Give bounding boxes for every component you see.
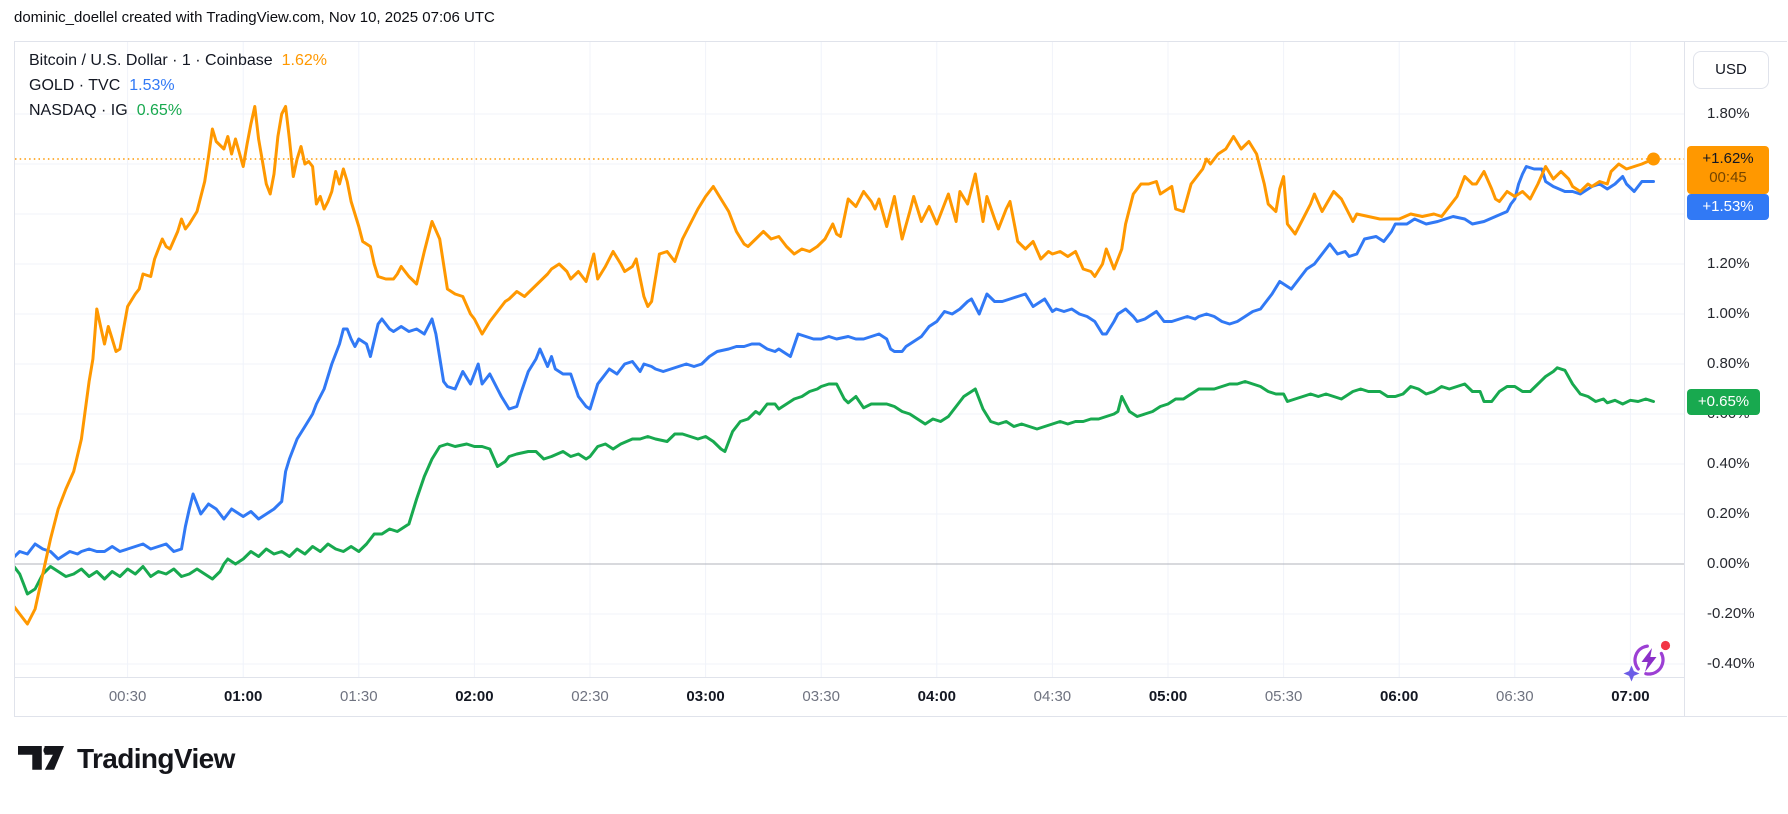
time-axis-separator [15,677,1684,678]
time-axis-tick: 03:00 [686,688,725,705]
price-axis-tick: 1.80% [1707,105,1750,122]
chart-legend: Bitcoin / U.S. Dollar · 1 · Coinbase 1.62… [29,48,327,123]
lightning-bolt-icon [1641,648,1657,672]
legend-symbol-nasdaq: NASDAQ · IG [29,102,128,119]
time-axis-tick: 03:30 [802,688,840,705]
gold-last-price-value: +1.53% [1702,198,1754,215]
price-axis-tick: 0.40% [1707,455,1750,472]
nasdaq-last-price-value: +0.65% [1697,392,1750,410]
sparkle-icon [1623,665,1640,682]
time-axis-tick: 01:00 [224,688,263,705]
chart-plot-svg[interactable] [15,42,1684,678]
legend-change-bitcoin: 1.62% [281,52,328,69]
price-axis-tick: 1.20% [1707,255,1750,272]
gold-last-price-badge: +1.53% [1687,194,1769,220]
time-axis-tick: 05:30 [1264,688,1303,705]
legend-change-nasdaq: 0.65% [136,102,183,119]
price-axis-tick: -0.40% [1707,655,1755,672]
tradingview-logo-mark [18,745,64,770]
brand-footer: TradingView [18,743,235,775]
bar-countdown-timer: 00:45 [1709,169,1747,186]
legend-symbol-bitcoin: Bitcoin / U.S. Dollar · 1 · Coinbase [29,52,273,69]
price-axis-tick: 1.00% [1707,305,1750,322]
time-axis-tick: 06:30 [1496,688,1534,705]
chart-panel: Bitcoin / U.S. Dollar · 1 · Coinbase 1.62… [14,41,1787,717]
price-axis-tick: 0.80% [1707,355,1750,372]
price-axis-tick: 0.20% [1707,505,1750,522]
legend-row-gold[interactable]: GOLD · TVC 1.53% [29,73,327,98]
time-axis-tick: 00:30 [108,688,147,705]
time-axis-tick: 01:30 [340,688,378,705]
chart-plot[interactable] [15,42,1684,678]
legend-change-gold: 1.53% [129,77,175,94]
time-axis-tick: 04:30 [1033,688,1072,705]
spark-boost-icon [1623,640,1671,682]
time-axis-tick: 04:00 [917,688,956,705]
price-axis-separator [1684,42,1685,716]
legend-row-nasdaq[interactable]: NASDAQ · IG 0.65% [29,98,327,123]
bitcoin-last-price-value: +1.62% [1702,150,1754,167]
legend-row-bitcoin[interactable]: Bitcoin / U.S. Dollar · 1 · Coinbase 1.62… [29,48,327,73]
time-axis-tick: 06:00 [1380,688,1419,705]
notification-dot-icon [1660,640,1671,651]
time-axis-tick: 02:30 [571,688,609,705]
brand-wordmark: TradingView [77,743,235,774]
time-axis[interactable]: 00:30 01:00 01:30 02:00 02:30 03:00 03:30 04:00… [15,678,1684,717]
time-axis-tick: 02:00 [455,688,494,705]
time-axis-tick: 05:00 [1148,688,1188,705]
bitcoin-last-price-badge: +1.62% 00:45 [1687,146,1769,194]
price-axis-tick: -0.20% [1707,605,1755,622]
attribution-header: dominic_doellel created with TradingView… [14,9,495,26]
nasdaq-last-price-badge: +0.65% [1687,388,1760,415]
price-axis-tick: 0.00% [1707,555,1750,572]
legend-symbol-gold: GOLD · TVC [29,77,121,94]
currency-toggle-button[interactable]: USD [1693,51,1769,89]
time-axis-tick: 07:00 [1611,688,1650,705]
